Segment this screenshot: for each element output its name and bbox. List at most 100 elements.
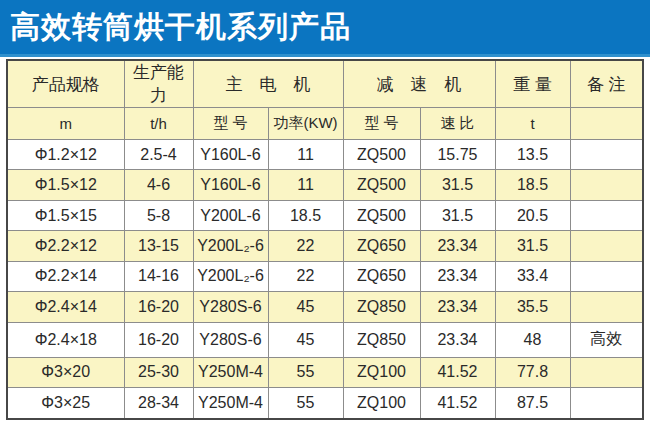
cell-motor-power: 18.5 — [268, 200, 343, 230]
cell-remark — [570, 357, 643, 387]
cell-reducer-model: ZQ100 — [343, 388, 420, 419]
cell-reducer-model: ZQ850 — [343, 292, 420, 322]
cell-motor-power: 55 — [268, 388, 343, 419]
cell-spec: Φ3×25 — [7, 388, 124, 419]
cell-capacity: 16-20 — [124, 322, 193, 357]
table-header: 产品规格生产能力主 电 机减 速 机重 量备 注 mt/h型 号功率(KW)型 … — [7, 60, 643, 140]
cell-spec: Φ2.2×12 — [7, 231, 124, 261]
cell-weight: 35.5 — [495, 292, 570, 322]
cell-remark — [570, 140, 643, 170]
cell-reducer-model: ZQ500 — [343, 200, 420, 230]
cell-reducer-ratio: 15.75 — [420, 140, 495, 170]
column-group-header: 生产能力 — [124, 60, 193, 108]
cell-weight: 33.4 — [495, 261, 570, 291]
cell-reducer-model: ZQ100 — [343, 357, 420, 387]
cell-reducer-model: ZQ650 — [343, 261, 420, 291]
cell-capacity: 4-6 — [124, 170, 193, 200]
cell-reducer-ratio: 41.52 — [420, 357, 495, 387]
table-row: Φ2.2×1213-15Y200L₂-622ZQ65023.3431.5 — [7, 231, 643, 261]
cell-capacity: 25-30 — [124, 357, 193, 387]
table-row: Φ1.2×122.5-4Y160L-611ZQ50015.7513.5 — [7, 140, 643, 170]
cell-reducer-ratio: 41.52 — [420, 388, 495, 419]
table-row: Φ2.4×1816-20Y280S-645ZQ85023.3448高效 — [7, 322, 643, 357]
cell-remark — [570, 231, 643, 261]
title-bar: 高效转筒烘干机系列产品 — [0, 0, 650, 57]
column-sub-header: 功率(KW) — [268, 108, 343, 140]
cell-capacity: 14-16 — [124, 261, 193, 291]
cell-remark: 高效 — [570, 322, 643, 357]
cell-motor-model: Y250M-4 — [193, 357, 268, 387]
cell-reducer-ratio: 23.34 — [420, 261, 495, 291]
cell-spec: Φ2.4×18 — [7, 322, 124, 357]
cell-reducer-model: ZQ500 — [343, 140, 420, 170]
cell-reducer-ratio: 31.5 — [420, 200, 495, 230]
column-sub-header: 型 号 — [343, 108, 420, 140]
cell-remark — [570, 170, 643, 200]
column-group-header: 重 量 — [495, 60, 570, 108]
header-sub-row: mt/h型 号功率(KW)型 号速 比t — [7, 108, 643, 140]
cell-spec: Φ1.5×15 — [7, 200, 124, 230]
table-row: Φ3×2025-30Y250M-455ZQ10041.5277.8 — [7, 357, 643, 387]
column-sub-header — [570, 108, 643, 140]
cell-weight: 20.5 — [495, 200, 570, 230]
cell-remark — [570, 200, 643, 230]
cell-reducer-model: ZQ500 — [343, 170, 420, 200]
cell-motor-power: 45 — [268, 292, 343, 322]
cell-motor-model: Y280S-6 — [193, 322, 268, 357]
cell-capacity: 28-34 — [124, 388, 193, 419]
cell-motor-power: 22 — [268, 261, 343, 291]
product-spec-table: 产品规格生产能力主 电 机减 速 机重 量备 注 mt/h型 号功率(KW)型 … — [6, 59, 644, 420]
table-row: Φ3×2528-34Y250M-455ZQ10041.5287.5 — [7, 388, 643, 419]
cell-motor-power: 11 — [268, 170, 343, 200]
cell-capacity: 13-15 — [124, 231, 193, 261]
cell-motor-power: 45 — [268, 322, 343, 357]
cell-motor-model: Y200L₂-6 — [193, 261, 268, 291]
cell-capacity: 5-8 — [124, 200, 193, 230]
cell-motor-model: Y200L₂-6 — [193, 231, 268, 261]
cell-reducer-ratio: 23.34 — [420, 292, 495, 322]
column-group-header: 减 速 机 — [343, 60, 495, 108]
page-title: 高效转筒烘干机系列产品 — [0, 12, 351, 42]
cell-motor-model: Y280S-6 — [193, 292, 268, 322]
column-sub-header: t — [495, 108, 570, 140]
cell-motor-power: 22 — [268, 231, 343, 261]
cell-reducer-model: ZQ650 — [343, 231, 420, 261]
header-group-row: 产品规格生产能力主 电 机减 速 机重 量备 注 — [7, 60, 643, 108]
cell-reducer-ratio: 23.34 — [420, 231, 495, 261]
cell-weight: 87.5 — [495, 388, 570, 419]
cell-weight: 31.5 — [495, 231, 570, 261]
cell-spec: Φ2.2×14 — [7, 261, 124, 291]
cell-capacity: 16-20 — [124, 292, 193, 322]
cell-remark — [570, 261, 643, 291]
cell-reducer-model: ZQ850 — [343, 322, 420, 357]
table-row: Φ1.5×124-6Y160L-611ZQ50031.518.5 — [7, 170, 643, 200]
cell-spec: Φ1.5×12 — [7, 170, 124, 200]
table-row: Φ2.2×1414-16Y200L₂-622ZQ65023.3433.4 — [7, 261, 643, 291]
cell-motor-model: Y160L-6 — [193, 170, 268, 200]
cell-motor-power: 11 — [268, 140, 343, 170]
cell-motor-power: 55 — [268, 357, 343, 387]
cell-motor-model: Y200L-6 — [193, 200, 268, 230]
cell-weight: 48 — [495, 322, 570, 357]
cell-spec: Φ2.4×14 — [7, 292, 124, 322]
column-sub-header: 型 号 — [193, 108, 268, 140]
table-row: Φ2.4×1416-20Y280S-645ZQ85023.3435.5 — [7, 292, 643, 322]
column-group-header: 主 电 机 — [193, 60, 343, 108]
cell-reducer-ratio: 23.34 — [420, 322, 495, 357]
cell-reducer-ratio: 31.5 — [420, 170, 495, 200]
cell-remark — [570, 388, 643, 419]
cell-capacity: 2.5-4 — [124, 140, 193, 170]
cell-weight: 18.5 — [495, 170, 570, 200]
table-container: 产品规格生产能力主 电 机减 速 机重 量备 注 mt/h型 号功率(KW)型 … — [6, 59, 644, 420]
column-sub-header: m — [7, 108, 124, 140]
cell-motor-model: Y250M-4 — [193, 388, 268, 419]
cell-spec: Φ3×20 — [7, 357, 124, 387]
cell-motor-model: Y160L-6 — [193, 140, 268, 170]
column-group-header: 产品规格 — [7, 60, 124, 108]
column-sub-header: 速 比 — [420, 108, 495, 140]
table-body: Φ1.2×122.5-4Y160L-611ZQ50015.7513.5Φ1.5×… — [7, 140, 643, 420]
table-row: Φ1.5×155-8Y200L-618.5ZQ50031.520.5 — [7, 200, 643, 230]
cell-weight: 13.5 — [495, 140, 570, 170]
cell-weight: 77.8 — [495, 357, 570, 387]
cell-spec: Φ1.2×12 — [7, 140, 124, 170]
